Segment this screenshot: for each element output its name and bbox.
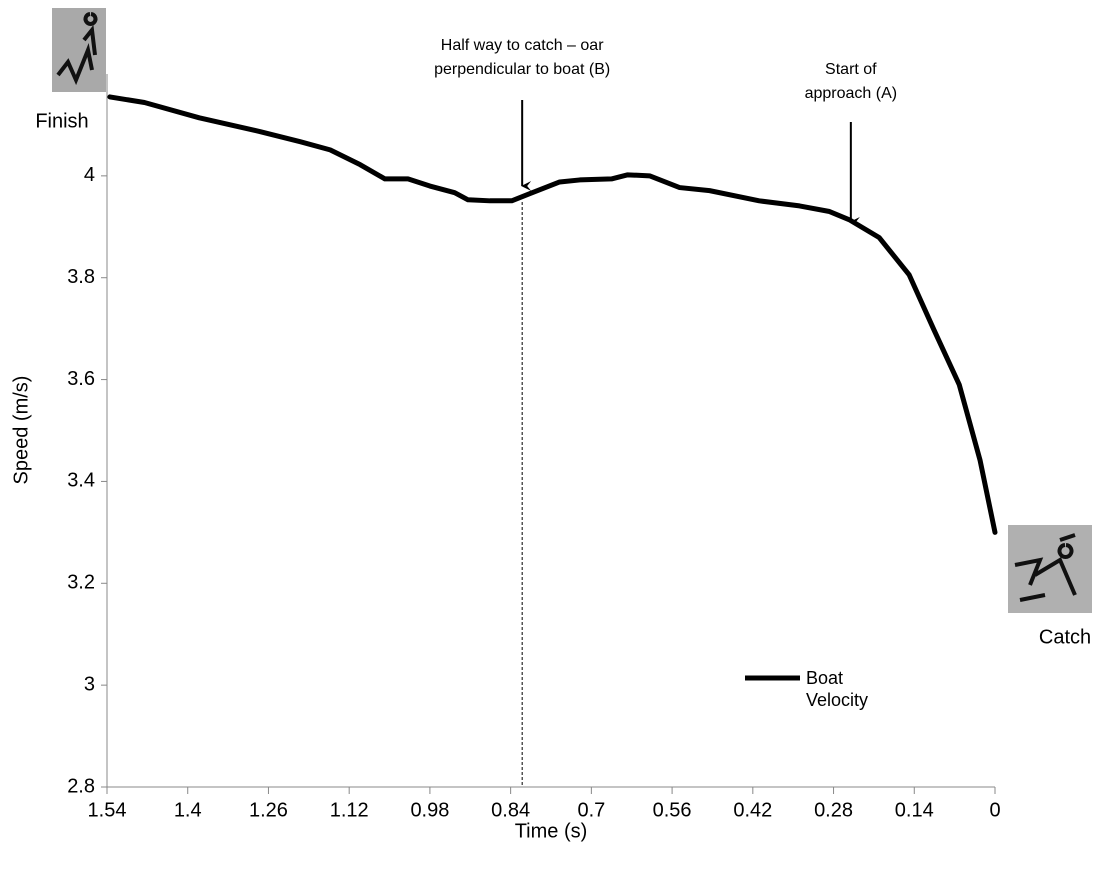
finish-label: Finish (35, 110, 88, 132)
y-axis-title: Speed (m/s) (10, 376, 32, 485)
y-tick-label: 4 (84, 164, 95, 186)
x-tick-label: 0.7 (577, 799, 605, 821)
page: Finish Catch Time (s) Speed (m/s) 2.8 3 3.… (0, 0, 1108, 874)
catch-label: Catch (1039, 626, 1091, 648)
y-tick-label: 3 (84, 673, 95, 695)
x-tick-label: 0.84 (491, 799, 530, 821)
x-tick-label: 0.56 (653, 799, 692, 821)
y-tick-label: 2.8 (67, 775, 95, 797)
x-tick-label: 1.26 (249, 799, 288, 821)
annotation-text: Start of approach (A) (796, 58, 906, 106)
x-tick-label: 1.54 (88, 799, 127, 821)
annotation-text: Half way to catch – oar perpendicular to… (412, 34, 632, 82)
x-tick-label: 0.28 (814, 799, 853, 821)
x-tick-label: 1.12 (330, 799, 369, 821)
legend-label: Boat Velocity (806, 667, 886, 711)
y-tick-label: 3.4 (67, 470, 95, 492)
x-tick-label: 0.98 (410, 799, 449, 821)
x-tick-label: 1.4 (174, 799, 202, 821)
catch-icon (1008, 525, 1092, 613)
x-axis-title: Time (s) (515, 820, 588, 842)
chart: Finish Catch Time (s) Speed (m/s) 2.8 3 3.… (0, 0, 1108, 874)
data-line (110, 97, 995, 532)
x-tick-label: 0 (989, 799, 1000, 821)
x-tick-label: 0.42 (733, 799, 772, 821)
finish-icon (52, 8, 106, 92)
y-tick-label: 3.2 (67, 572, 95, 594)
x-tick-label: 0.14 (895, 799, 934, 821)
y-tick-label: 3.6 (67, 368, 95, 390)
y-tick-label: 3.8 (67, 266, 95, 288)
